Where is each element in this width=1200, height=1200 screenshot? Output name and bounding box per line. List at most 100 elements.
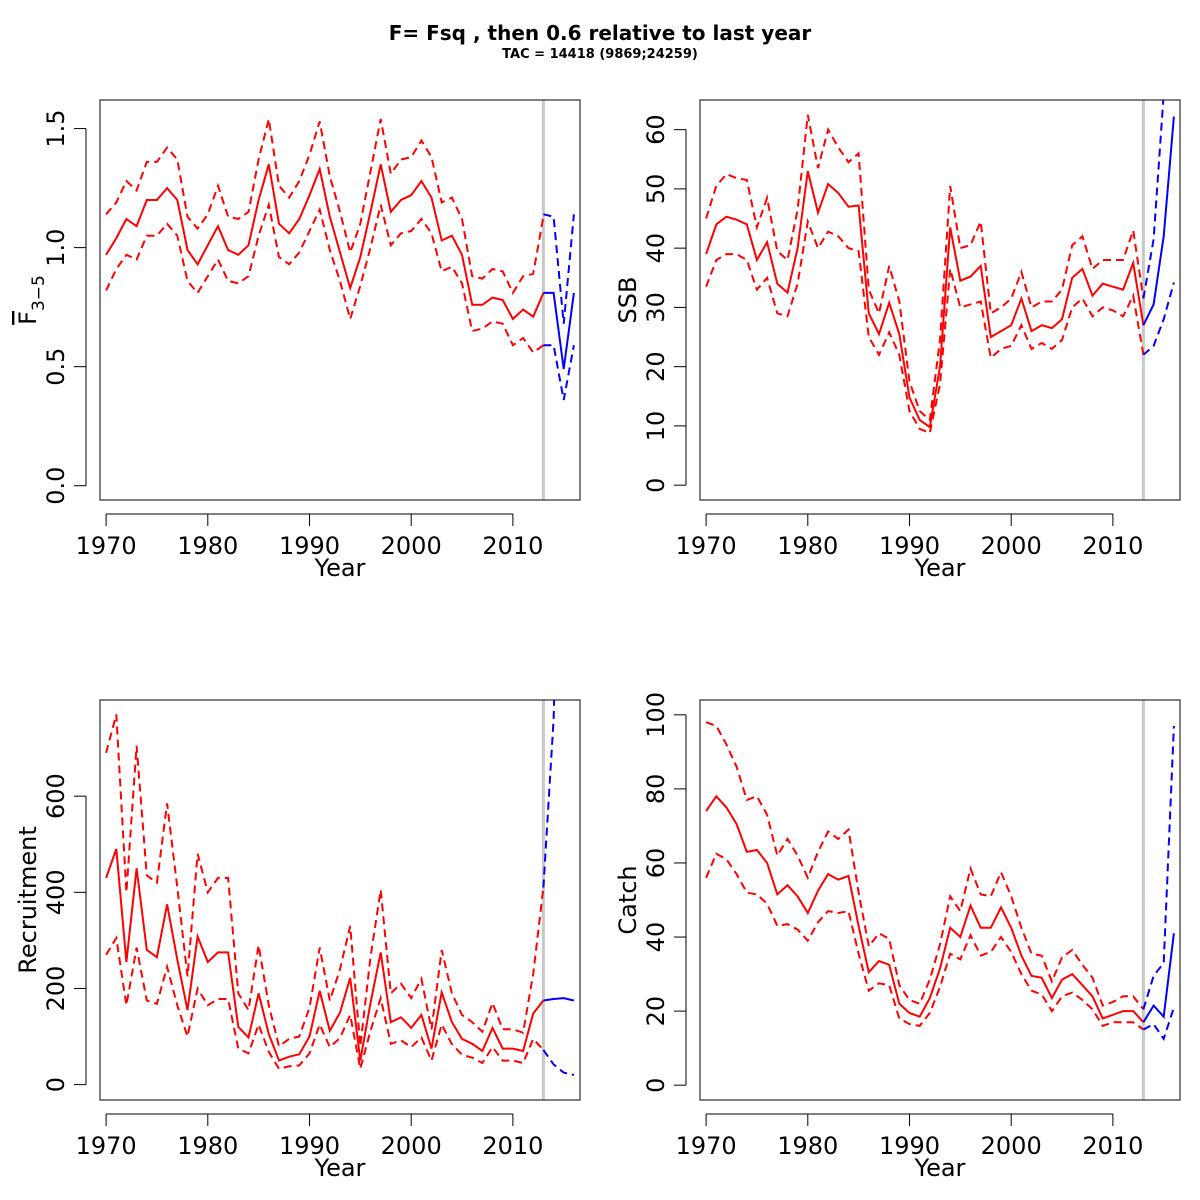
y-tick-label-30: 30	[642, 292, 670, 323]
fbar-projection-lower-line	[543, 344, 575, 401]
chart-subtitle: TAC = 14418 (9869;24259)	[502, 47, 698, 62]
x-tick-label-2000: 2000	[381, 1132, 442, 1160]
x-tick-label-1970: 1970	[676, 1132, 737, 1160]
y-tick-label-0: 0.0	[42, 467, 70, 505]
x-tick-label-1990: 1990	[879, 1132, 940, 1160]
catch-plot-frame	[699, 699, 1181, 1101]
x-tick-label-2000: 2000	[981, 532, 1042, 560]
ssb-projection-lower-line	[1142, 282, 1175, 356]
recruitment-history-mid-line	[105, 848, 545, 1062]
y-tick-label-0: 0	[42, 1077, 70, 1092]
recruitment-history-upper-line	[105, 714, 545, 1048]
x-tick-label-2010: 2010	[1082, 532, 1143, 560]
recruitment-history-series	[105, 714, 545, 1070]
panel-recruitment: 1970 1980 1990 2000 2010 Year 0 200 400 600Recrui…	[14, 699, 581, 1182]
recruitment-y-axis: 0 200 400 600	[42, 773, 87, 1092]
ssb-history-lower-line	[705, 217, 1145, 435]
ssb-history-series	[705, 114, 1145, 435]
catch-history-lower-line	[705, 852, 1144, 1031]
y-tick-label-200: 200	[42, 966, 70, 1012]
ssb-projection-upper-line	[1142, 100, 1165, 299]
catch-x-axis: 1970 1980 1990 2000 2010 Year	[676, 1113, 1143, 1182]
recruitment-projection-series	[542, 700, 575, 1076]
catch-history-upper-line	[705, 721, 1145, 1010]
ssb-x-axis-label: Year	[914, 554, 966, 582]
y-tick-label-100: 100	[642, 692, 670, 738]
y-tick-label-600: 600	[42, 773, 70, 819]
fbar-history-series	[105, 118, 545, 354]
ssb-y-axis: 0 10 20 30 40 50 60	[642, 114, 687, 493]
x-tick-label-1990: 1990	[279, 532, 340, 560]
ssb-history-mid-line	[705, 170, 1145, 429]
y-tick-label-40: 40	[642, 922, 670, 953]
y-label-subscript: 3−5	[29, 275, 49, 311]
panel-ssb: 1970 1980 1990 2000 2010 Year 0 10 20 30 40 50 60 SSB	[614, 99, 1181, 582]
y-tick-label-0: 0	[642, 478, 670, 493]
ssb-projection-mid-line	[1142, 116, 1175, 326]
x-tick-label-1990: 1990	[879, 532, 940, 560]
fbar-history-lower-line	[105, 200, 544, 354]
x-tick-label-1980: 1980	[177, 532, 238, 560]
fbar-plot-frame	[99, 99, 581, 501]
y-label-main: F	[14, 311, 42, 325]
catch-projection-lower-line	[1142, 1007, 1175, 1042]
x-tick-label-1970: 1970	[676, 532, 737, 560]
recruitment-y-axis-label: Recruitment	[14, 826, 42, 973]
y-tick-label-60: 60	[642, 848, 670, 879]
recruitment-x-axis-label: Year	[314, 1154, 366, 1182]
catch-projection-series	[1142, 725, 1175, 1042]
fbar-projection-upper-line	[543, 213, 575, 324]
catch-projection-upper-line	[1142, 725, 1175, 1010]
x-tick-label-2010: 2010	[1082, 1132, 1143, 1160]
y-tick-label-60: 60	[642, 114, 670, 145]
fbar-projection-series	[543, 213, 575, 401]
ssb-plot-frame	[699, 99, 1181, 501]
fbar-y-axis: 0.0 0.5 1.0 1.5	[42, 109, 87, 505]
recruitment-history-lower-line	[105, 935, 545, 1070]
y-tick-label-20: 20	[642, 351, 670, 382]
x-tick-label-2000: 2000	[981, 1132, 1042, 1160]
x-tick-label-1980: 1980	[177, 1132, 238, 1160]
x-tick-label-1980: 1980	[777, 532, 838, 560]
ssb-x-axis: 1970 1980 1990 2000 2010 Year	[676, 513, 1143, 582]
fbar-x-axis: 1970 1980 1990 2000 2010 Year	[76, 513, 543, 582]
x-tick-label-1990: 1990	[279, 1132, 340, 1160]
catch-history-mid-line	[705, 794, 1145, 1023]
catch-projection-mid-line	[1142, 933, 1175, 1023]
x-tick-label-1970: 1970	[76, 1132, 137, 1160]
catch-y-axis: 0 20 40 60 80 100	[642, 692, 687, 1093]
x-tick-label-2000: 2000	[381, 532, 442, 560]
y-tick-label-400: 400	[42, 869, 70, 915]
panel-fbar: 1970 1980 1990 2000 2010 Year 0.0 0.5 1.0 1.5 F3−5	[14, 99, 581, 582]
y-tick-label-80: 80	[642, 774, 670, 805]
ssb-history-upper-line	[705, 114, 1145, 422]
fbar-history-upper-line	[105, 118, 545, 295]
recruitment-x-axis: 1970 1980 1990 2000 2010 Year	[76, 1113, 543, 1182]
y-tick-label-0: 0	[642, 1078, 670, 1093]
y-tick-label-10: 10	[642, 411, 670, 442]
y-tick-label-40: 40	[642, 233, 670, 264]
recruitment-projection-lower-line	[542, 1049, 575, 1076]
y-tick-label-1.5: 1.5	[42, 109, 70, 147]
ssb-projection-series	[1142, 100, 1175, 356]
x-tick-label-1980: 1980	[777, 1132, 838, 1160]
y-tick-label-50: 50	[642, 174, 670, 205]
x-tick-label-2010: 2010	[482, 532, 543, 560]
y-tick-label-20: 20	[642, 996, 670, 1027]
ssb-y-axis-label: SSB	[614, 277, 642, 324]
fbar-history-mid-line	[105, 164, 545, 321]
catch-history-series	[705, 721, 1145, 1031]
recruitment-projection-upper-line	[542, 700, 556, 888]
fbar-projection-mid-line	[543, 291, 575, 370]
recruitment-plot-frame	[99, 699, 581, 1101]
fbar-y-axis-label: F3−5	[14, 275, 49, 325]
x-tick-label-2010: 2010	[482, 1132, 543, 1160]
panel-catch: 1970 1980 1990 2000 2010 Year 0 20 40 60 80 100 Catc…	[614, 692, 1181, 1182]
catch-y-axis-label: Catch	[614, 865, 642, 934]
y-tick-label-0.5: 0.5	[42, 348, 70, 386]
y-tick-label-1: 1.0	[42, 229, 70, 267]
recruitment-projection-mid-line	[543, 997, 575, 1002]
fbar-x-axis-label: Year	[314, 554, 366, 582]
catch-x-axis-label: Year	[914, 1154, 966, 1182]
